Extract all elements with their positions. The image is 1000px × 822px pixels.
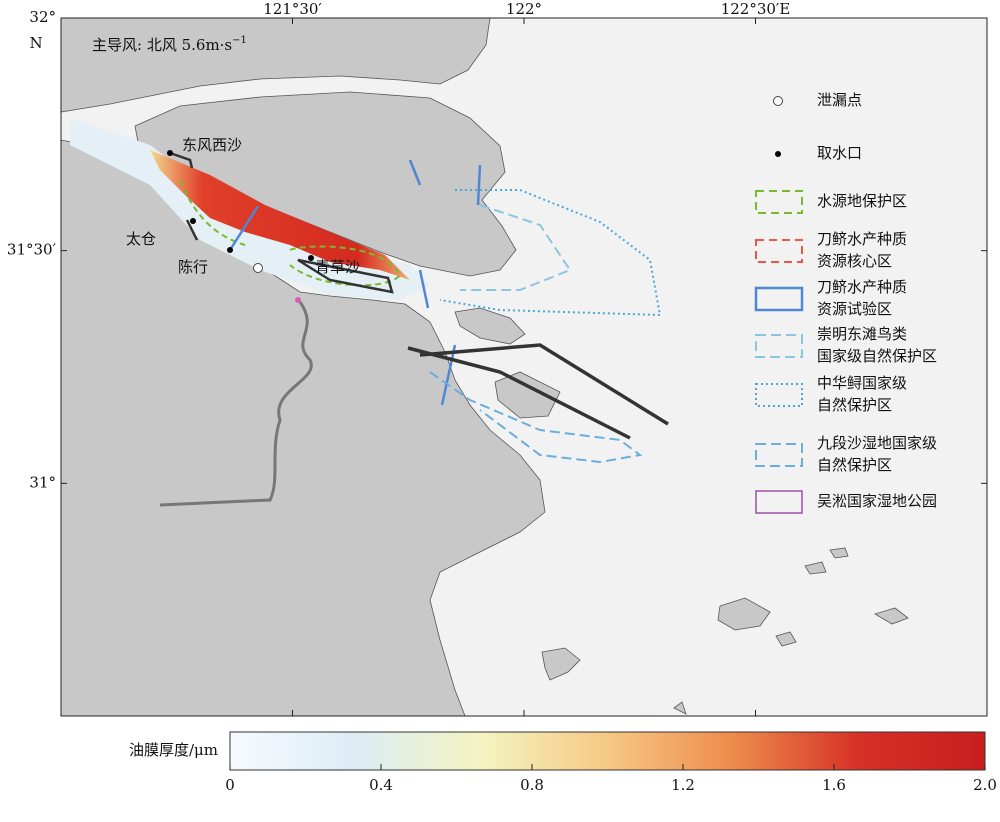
legend-label: 刀鲚水产种质: [817, 278, 907, 296]
legend-label: 泄漏点: [817, 91, 862, 109]
lat-tick-label: 32°: [29, 8, 56, 26]
island: [874, 607, 909, 625]
lon-tick-label: 122°30′E: [721, 0, 791, 18]
leak-point: [253, 263, 263, 273]
colorbar-tick-label: 0.8: [520, 776, 544, 794]
wind-note: 主导风: 北风 5.6m·s−1: [92, 35, 247, 55]
legend-label: 中华鲟国家级: [817, 374, 907, 392]
legend-label: 自然保护区: [817, 456, 892, 474]
wind-note-text: 主导风: 北风 5.6m·s: [92, 36, 232, 54]
legend-symbol: [755, 334, 803, 358]
jiuduansha-reserve: [429, 371, 643, 464]
lat-tick-label: 31°30′: [7, 241, 57, 259]
intake: [308, 255, 314, 261]
legend-label: 资源核心区: [817, 252, 892, 270]
legend-symbol: [755, 239, 803, 263]
lon-tick-label: 122°: [506, 0, 542, 18]
colorbar-tick-label: 0: [225, 776, 235, 794]
legend-label: 崇明东滩鸟类: [817, 325, 907, 343]
place-label: 东风西沙: [182, 136, 242, 154]
legend-label: 吴淞国家湿地公园: [817, 492, 937, 510]
map-body: [60, 17, 987, 717]
reservoir: [169, 151, 394, 294]
legend-item: 取水口: [775, 144, 862, 162]
legend-item: 吴淞国家湿地公园: [755, 490, 937, 514]
legend-symbol: [755, 383, 803, 407]
island: [775, 631, 797, 647]
north-label: N: [29, 34, 42, 52]
legend-symbol: [775, 151, 781, 157]
intake: [190, 218, 196, 224]
legend-label: 九段沙湿地国家级: [817, 434, 937, 452]
test-zone-line: [228, 159, 482, 406]
lon-tick-label: 121°30′: [263, 0, 322, 18]
legend-label: 资源试验区: [817, 300, 892, 318]
legend-label: 水源地保护区: [817, 192, 907, 210]
island: [804, 561, 827, 575]
colorbar-tick-label: 1.6: [822, 776, 846, 794]
river: [159, 301, 313, 507]
sturgeon-reserve: [439, 189, 662, 317]
island: [541, 647, 581, 681]
legend-item: 泄漏点: [773, 91, 862, 109]
wusong-park: [295, 297, 301, 303]
intake: [227, 247, 233, 253]
colorbar-label: 油膜厚度/μm: [129, 741, 218, 759]
legend-label: 取水口: [817, 144, 862, 162]
island: [673, 701, 687, 715]
place-label: 陈行: [178, 258, 208, 276]
legend-symbol: [755, 490, 803, 514]
colorbar-tick-label: 1.2: [671, 776, 695, 794]
legend-symbol: [754, 286, 804, 312]
wind-note-exponent: −1: [232, 35, 247, 46]
colorbar-tick-label: 0.4: [369, 776, 393, 794]
legend-item: 水源地保护区: [755, 190, 907, 214]
island: [829, 547, 849, 559]
legend-label: 国家级自然保护区: [817, 347, 937, 365]
water-source-zone: [179, 179, 402, 287]
intake: [167, 150, 173, 156]
north-land: [60, 17, 491, 113]
colorbar-tick-label: 2.0: [973, 776, 997, 794]
place-label: 青草沙: [315, 258, 360, 276]
hengsha-island: [454, 307, 526, 345]
legend-symbol: [755, 190, 803, 214]
jiuduansha: [494, 371, 561, 419]
island: [717, 597, 771, 631]
legend-label: 自然保护区: [817, 396, 892, 414]
legend-symbol: [773, 96, 783, 106]
legend-symbol: [755, 443, 803, 467]
colorbar: [229, 731, 986, 771]
lat-tick-label: 31°: [29, 473, 56, 491]
place-label: 太仓: [126, 230, 156, 248]
jetty: [407, 343, 669, 440]
legend-label: 刀鲚水产种质: [817, 230, 907, 248]
